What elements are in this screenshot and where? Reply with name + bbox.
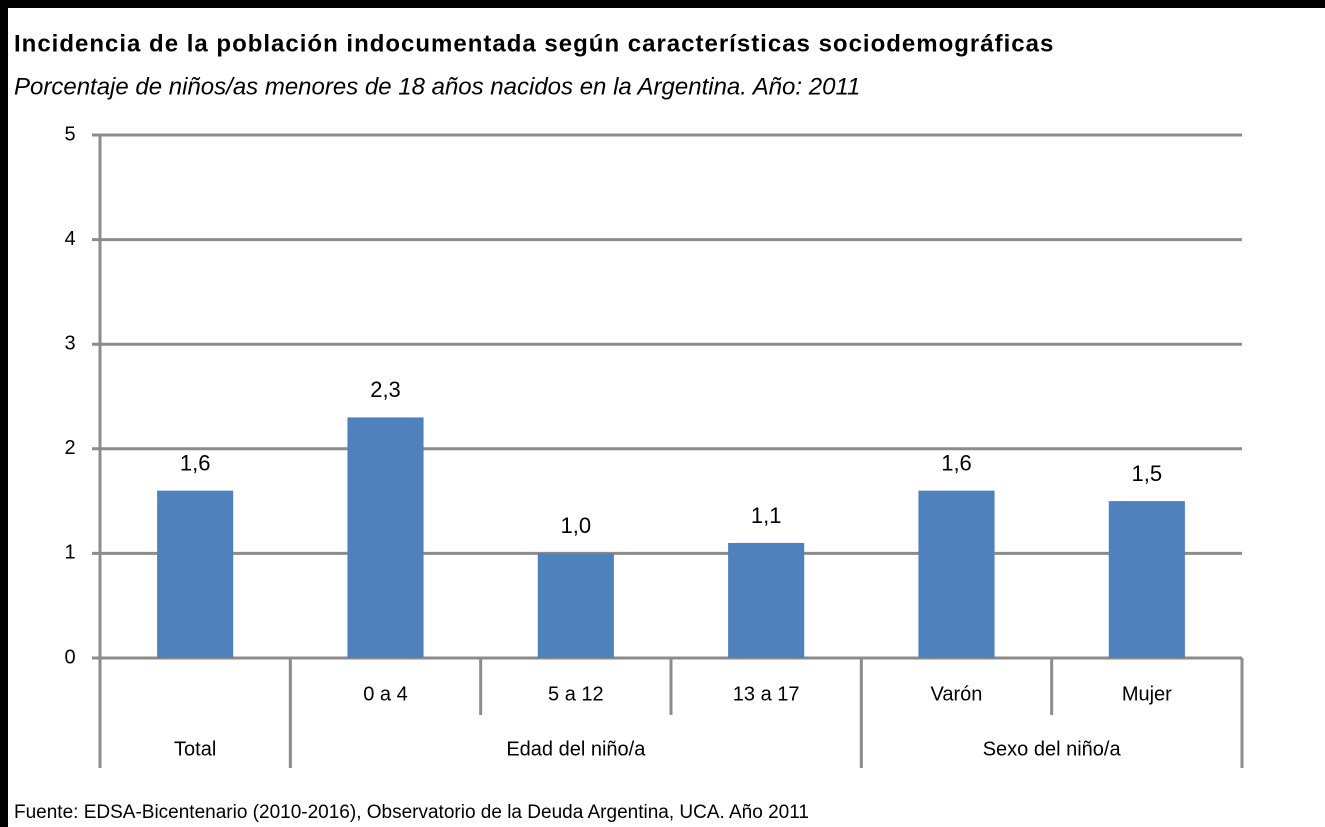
chart-title: Incidencia de la población indocumentada…	[14, 30, 1054, 57]
left-border	[0, 0, 8, 827]
bar	[1108, 501, 1185, 658]
x-tick-label: Varón	[931, 683, 983, 705]
top-border	[0, 0, 1325, 8]
data-label: 1,5	[1132, 461, 1163, 486]
x-tick-label: 13 a 17	[733, 683, 800, 705]
source: Fuente: EDSA-Bicentenario (2010-2016), O…	[14, 802, 809, 823]
data-label: 1,6	[941, 450, 972, 475]
chart-subtitle: Porcentaje de niños/as menores de 18 año…	[14, 73, 860, 100]
data-label: 1,6	[180, 450, 211, 475]
x-tick-label: 5 a 12	[548, 683, 604, 705]
group-label: Edad del niño/a	[506, 738, 646, 760]
y-tick-label: 1	[64, 542, 75, 564]
data-label: 2,3	[370, 377, 401, 402]
bar	[728, 542, 805, 658]
bar	[918, 490, 995, 658]
bar	[537, 553, 614, 658]
data-label: 1,0	[561, 513, 592, 538]
group-label: Sexo del niño/a	[983, 738, 1122, 760]
x-tick-label: Mujer	[1122, 683, 1172, 705]
y-tick-label: 4	[64, 228, 75, 250]
y-tick-label: 2	[64, 437, 75, 459]
y-tick-label: 3	[64, 332, 75, 354]
bar	[347, 417, 424, 658]
data-label: 1,1	[751, 503, 782, 528]
y-tick-label: 5	[64, 123, 75, 145]
x-tick-label: 0 a 4	[363, 683, 407, 705]
y-tick-label: 0	[64, 646, 75, 668]
bar	[157, 490, 234, 658]
group-label: Total	[174, 738, 216, 760]
